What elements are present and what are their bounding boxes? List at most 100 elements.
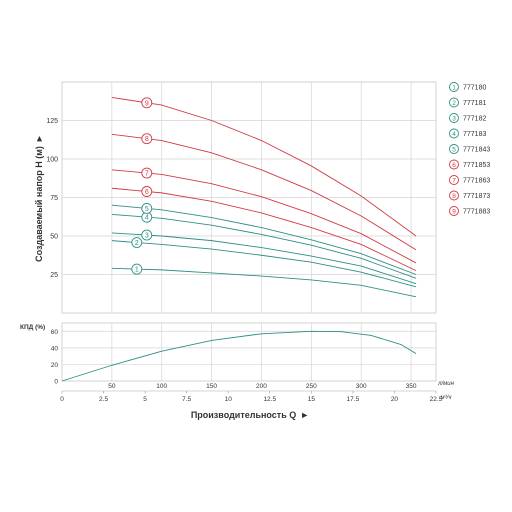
x-lpm-tick-label: 50 — [108, 383, 116, 390]
head-y-tick-label: 75 — [50, 195, 58, 202]
curve-badge-3: 3 — [141, 229, 153, 241]
head-y-tick-label: 50 — [50, 234, 58, 241]
curve-badge-circle — [141, 186, 153, 197]
x-m3h-tick-label: 10 — [225, 396, 233, 403]
head-y-tick-label: 25 — [50, 272, 58, 279]
legend-badge-number: 7 — [452, 177, 456, 184]
legend-label: 777180 — [463, 85, 486, 92]
legend-item-8: 8 7771873 — [449, 190, 490, 201]
x-axis-lpm-unit: л/мин — [437, 381, 455, 387]
curve-badge-8: 8 — [141, 133, 153, 145]
legend-badge — [449, 82, 459, 92]
x-m3h-tick-label: 15 — [308, 396, 316, 403]
curve-badge-9: 9 — [141, 97, 153, 109]
x-lpm-tick-label: 100 — [156, 383, 167, 390]
curve-badge-number: 2 — [135, 240, 139, 247]
curve-badge-number: 8 — [145, 136, 149, 143]
x-axis-lpm: 50 100 150 200 250 300 350 — [108, 383, 417, 390]
legend-badge — [449, 159, 459, 170]
curve-badge-circle — [141, 167, 153, 179]
x-lpm-tick-label: 200 — [256, 383, 267, 390]
x-m3h-tick-label: 0 — [60, 396, 64, 403]
legend-badge-number: 4 — [452, 131, 456, 138]
legend-badge — [449, 190, 459, 201]
legend-badge-number: 2 — [452, 100, 456, 107]
curve-badge-4: 4 — [141, 211, 153, 223]
legend-badge — [449, 113, 459, 123]
x-lpm-tick-label: 300 — [356, 383, 367, 390]
head-curve-3 — [111, 232, 417, 285]
legend-item-6: 6 7771853 — [449, 159, 490, 170]
curve-badge-2: 2 — [131, 237, 143, 248]
head-curve-2 — [111, 240, 417, 288]
x-lpm-tick-label: 150 — [206, 383, 217, 390]
x-m3h-tick-label: 17.5 — [347, 396, 360, 403]
efficiency-curve — [61, 330, 417, 382]
legend-badge — [449, 97, 459, 108]
efficiency-y-ticks: 0 20 40 60 — [51, 329, 59, 386]
legend-badge-number: 6 — [452, 162, 456, 169]
legend-badge-number: 3 — [452, 115, 456, 122]
legend-badge — [449, 206, 459, 216]
curve-badge-circle — [141, 202, 153, 214]
legend-badge-number: 1 — [452, 84, 456, 91]
legend-label: 777183 — [463, 131, 486, 138]
x-m3h-tick-label: 12.5 — [263, 396, 276, 403]
head-curves — [111, 96, 417, 298]
curve-badge-number: 3 — [145, 233, 149, 240]
curve-badge-number: 6 — [145, 189, 149, 196]
legend-label: 7771853 — [463, 162, 490, 169]
x-m3h-tick-label: 20 — [391, 396, 399, 403]
head-curve-5 — [111, 204, 417, 275]
curve-badge-circle — [141, 133, 153, 145]
curve-badge-number: 5 — [145, 206, 149, 213]
curve-badge-circle — [141, 229, 153, 241]
efficiency-y-axis-label: КПД (%) — [20, 324, 45, 331]
curve-badge-number: 9 — [145, 100, 149, 107]
head-curve-9 — [111, 96, 417, 237]
head-y-ticks: 25 50 75 100 125 — [46, 118, 58, 279]
legend-item-5: 5 7771843 — [449, 144, 490, 154]
head-curve-8 — [111, 133, 417, 251]
legend-item-7: 7 7771863 — [449, 175, 490, 185]
legend-item-9: 9 7771883 — [449, 206, 490, 216]
curve-badge-6: 6 — [141, 186, 153, 197]
efficiency-y-tick-label: 60 — [51, 329, 59, 336]
legend-badge-number: 8 — [452, 193, 456, 200]
x-m3h-tick-label: 22.5 — [430, 396, 443, 403]
efficiency-plot-frame — [61, 322, 437, 382]
curve-badge-1: 1 — [131, 263, 143, 275]
legend-label: 7771843 — [463, 147, 490, 154]
x-axis-m3h-unit: м³/ч — [441, 395, 452, 401]
legend-label: 7771883 — [463, 209, 490, 216]
efficiency-y-tick-label: 40 — [51, 345, 59, 352]
head-grid — [62, 82, 436, 313]
legend-item-4: 4 777183 — [449, 128, 486, 139]
legend-item-1: 1 777180 — [449, 82, 486, 92]
efficiency-grid — [62, 323, 436, 381]
legend-badge-number: 9 — [452, 208, 456, 215]
head-y-tick-label: 100 — [46, 157, 58, 164]
x-axis-label: Производительность Q ► — [191, 410, 309, 420]
legend-item-3: 3 777182 — [449, 113, 486, 123]
curve-badge-circle — [131, 263, 143, 275]
x-m3h-tick-label: 7.5 — [182, 396, 191, 403]
efficiency-curve-line — [61, 330, 417, 382]
head-curve-7 — [111, 169, 417, 264]
x-lpm-tick-label: 250 — [306, 383, 317, 390]
x-m3h-tick-label: 5 — [143, 396, 147, 403]
head-curve-1 — [111, 267, 417, 298]
curve-badge-number: 1 — [135, 267, 139, 274]
x-axis-m3h: 0 2.5 5 7.5 10 12.5 15 17.5 20 22.5 — [60, 391, 443, 403]
legend-badge — [449, 128, 459, 139]
curve-badge-circle — [131, 237, 143, 248]
curve-badge-number: 4 — [145, 215, 149, 222]
legend-label: 7771873 — [463, 193, 490, 200]
legend-label: 777182 — [463, 116, 486, 123]
head-y-axis-label: Создаваемый напор H (м)► — [34, 134, 44, 262]
head-curve-4 — [111, 213, 417, 279]
legend-badge — [449, 144, 459, 154]
head-curve-6 — [111, 187, 417, 272]
